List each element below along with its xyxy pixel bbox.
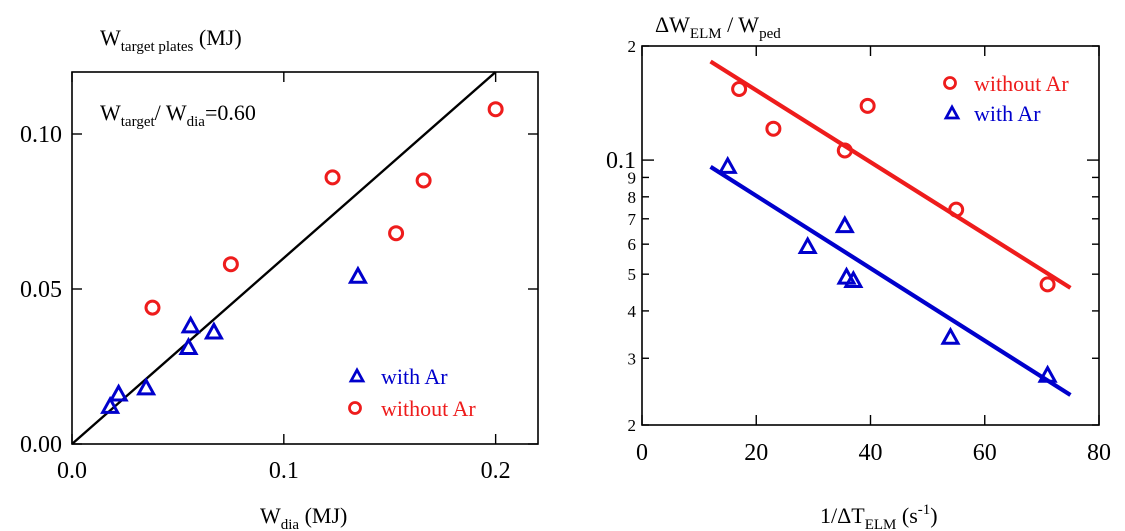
left-point-without-ar <box>324 169 341 186</box>
right-y-tick-label: 3 <box>628 349 637 368</box>
right-y-tick-label: 8 <box>628 188 637 207</box>
left-point-without-ar <box>144 299 161 316</box>
left-y-tick-label: 0.00 <box>20 432 62 458</box>
left-point-without-ar <box>487 101 504 118</box>
right-chart: ΔWELM / Wped 0 20 40 60 80 2 3 4 5 6 7 890.1 2 witho… <box>606 12 1111 531</box>
left-point-with-ar <box>347 265 369 284</box>
right-fit-lines <box>709 59 1072 397</box>
right-x-tick-label: 20 <box>744 440 768 466</box>
left-x-axis-label: Wdia (MJ) <box>260 503 347 531</box>
right-y-tick-label: 2 <box>628 416 637 435</box>
right-y-tick-label: 6 <box>628 235 637 254</box>
right-axis-ticks: 0 20 40 60 80 2 3 4 5 6 7 890.1 2 <box>606 37 1111 466</box>
right-point-without-ar <box>765 120 782 137</box>
right-legend-label-with-ar: with Ar <box>974 101 1041 126</box>
left-legend-label-with-ar: with Ar <box>381 364 448 389</box>
right-fit-without-ar <box>709 59 1072 290</box>
left-point-with-ar <box>178 336 199 356</box>
left-point-with-ar <box>203 321 224 340</box>
left-chart: Wtarget plates (MJ) 0.0 0.1 0.2 0.00 0.05 0.1… <box>20 25 539 531</box>
right-chart-title: ΔWELM / Wped <box>655 12 781 42</box>
left-y-tick-label: 0.05 <box>20 277 62 303</box>
left-x-tick-label: 0.1 <box>269 458 299 484</box>
right-point-with-ar <box>843 269 864 289</box>
left-point-with-ar <box>108 383 129 402</box>
left-ratio-annotation: Wtarget/ Wdia=0.60 <box>100 100 256 130</box>
left-point-with-ar <box>136 377 157 396</box>
right-x-tick-label: 0 <box>636 440 648 466</box>
right-y-tick-label: 4 <box>628 302 637 321</box>
left-axis-ticks: 0.0 0.1 0.2 0.00 0.05 0.10 <box>20 72 538 484</box>
right-y-tick-label: 2 <box>628 37 637 56</box>
right-x-tick-label: 60 <box>973 440 997 466</box>
right-legend: without Ar with Ar <box>943 71 1069 126</box>
right-point-without-ar <box>948 201 965 218</box>
left-plot-frame <box>71 71 539 445</box>
right-point-with-ar <box>940 326 961 345</box>
right-point-with-ar <box>717 155 738 174</box>
left-fit-line <box>71 71 497 445</box>
left-y-tick-label: 0.10 <box>20 122 62 148</box>
left-legend-marker-with-ar <box>348 367 366 383</box>
left-fit-line-path <box>71 71 497 445</box>
right-y-tick-label: 5 <box>628 265 637 284</box>
right-x-tick-label: 40 <box>859 440 883 466</box>
right-x-axis-label: 1/ΔTELM (s-1) <box>820 502 938 531</box>
right-y-tick-label: 9 <box>628 168 637 187</box>
right-plot-area: 0 20 40 60 80 2 3 4 5 6 7 890.1 2 <box>606 37 1111 466</box>
left-legend-label-without-ar: without Ar <box>381 396 476 421</box>
right-data-marks <box>717 81 1058 383</box>
right-legend-marker-without-ar <box>943 76 957 90</box>
right-point-with-ar <box>834 215 855 234</box>
left-x-tick-label: 0.2 <box>481 458 511 484</box>
right-point-without-ar <box>731 81 748 98</box>
left-data-marks <box>100 101 504 414</box>
right-point-with-ar <box>1037 364 1058 383</box>
left-plot-area: 0.0 0.1 0.2 0.00 0.05 0.10 <box>20 71 539 484</box>
right-x-tick-label: 80 <box>1087 440 1111 466</box>
right-fit-with-ar <box>709 165 1072 397</box>
left-point-without-ar <box>222 256 239 273</box>
right-point-without-ar <box>836 142 853 159</box>
left-point-with-ar <box>100 395 121 414</box>
right-point-without-ar <box>859 97 876 114</box>
right-legend-marker-with-ar <box>943 104 961 120</box>
right-point-without-ar <box>1039 276 1056 293</box>
left-point-without-ar <box>388 225 405 242</box>
left-legend: with Ar without Ar <box>348 364 476 421</box>
left-point-without-ar <box>415 172 432 189</box>
left-point-with-ar <box>180 315 201 334</box>
left-legend-marker-without-ar <box>348 401 362 415</box>
right-legend-label-without-ar: without Ar <box>974 71 1069 96</box>
right-point-with-ar <box>797 235 818 255</box>
right-y-tick-label: 7 <box>628 210 637 229</box>
left-x-tick-label: 0.0 <box>57 458 87 484</box>
left-chart-title: Wtarget plates (MJ) <box>100 25 242 55</box>
right-y-tick-label: 0.1 <box>606 148 636 174</box>
